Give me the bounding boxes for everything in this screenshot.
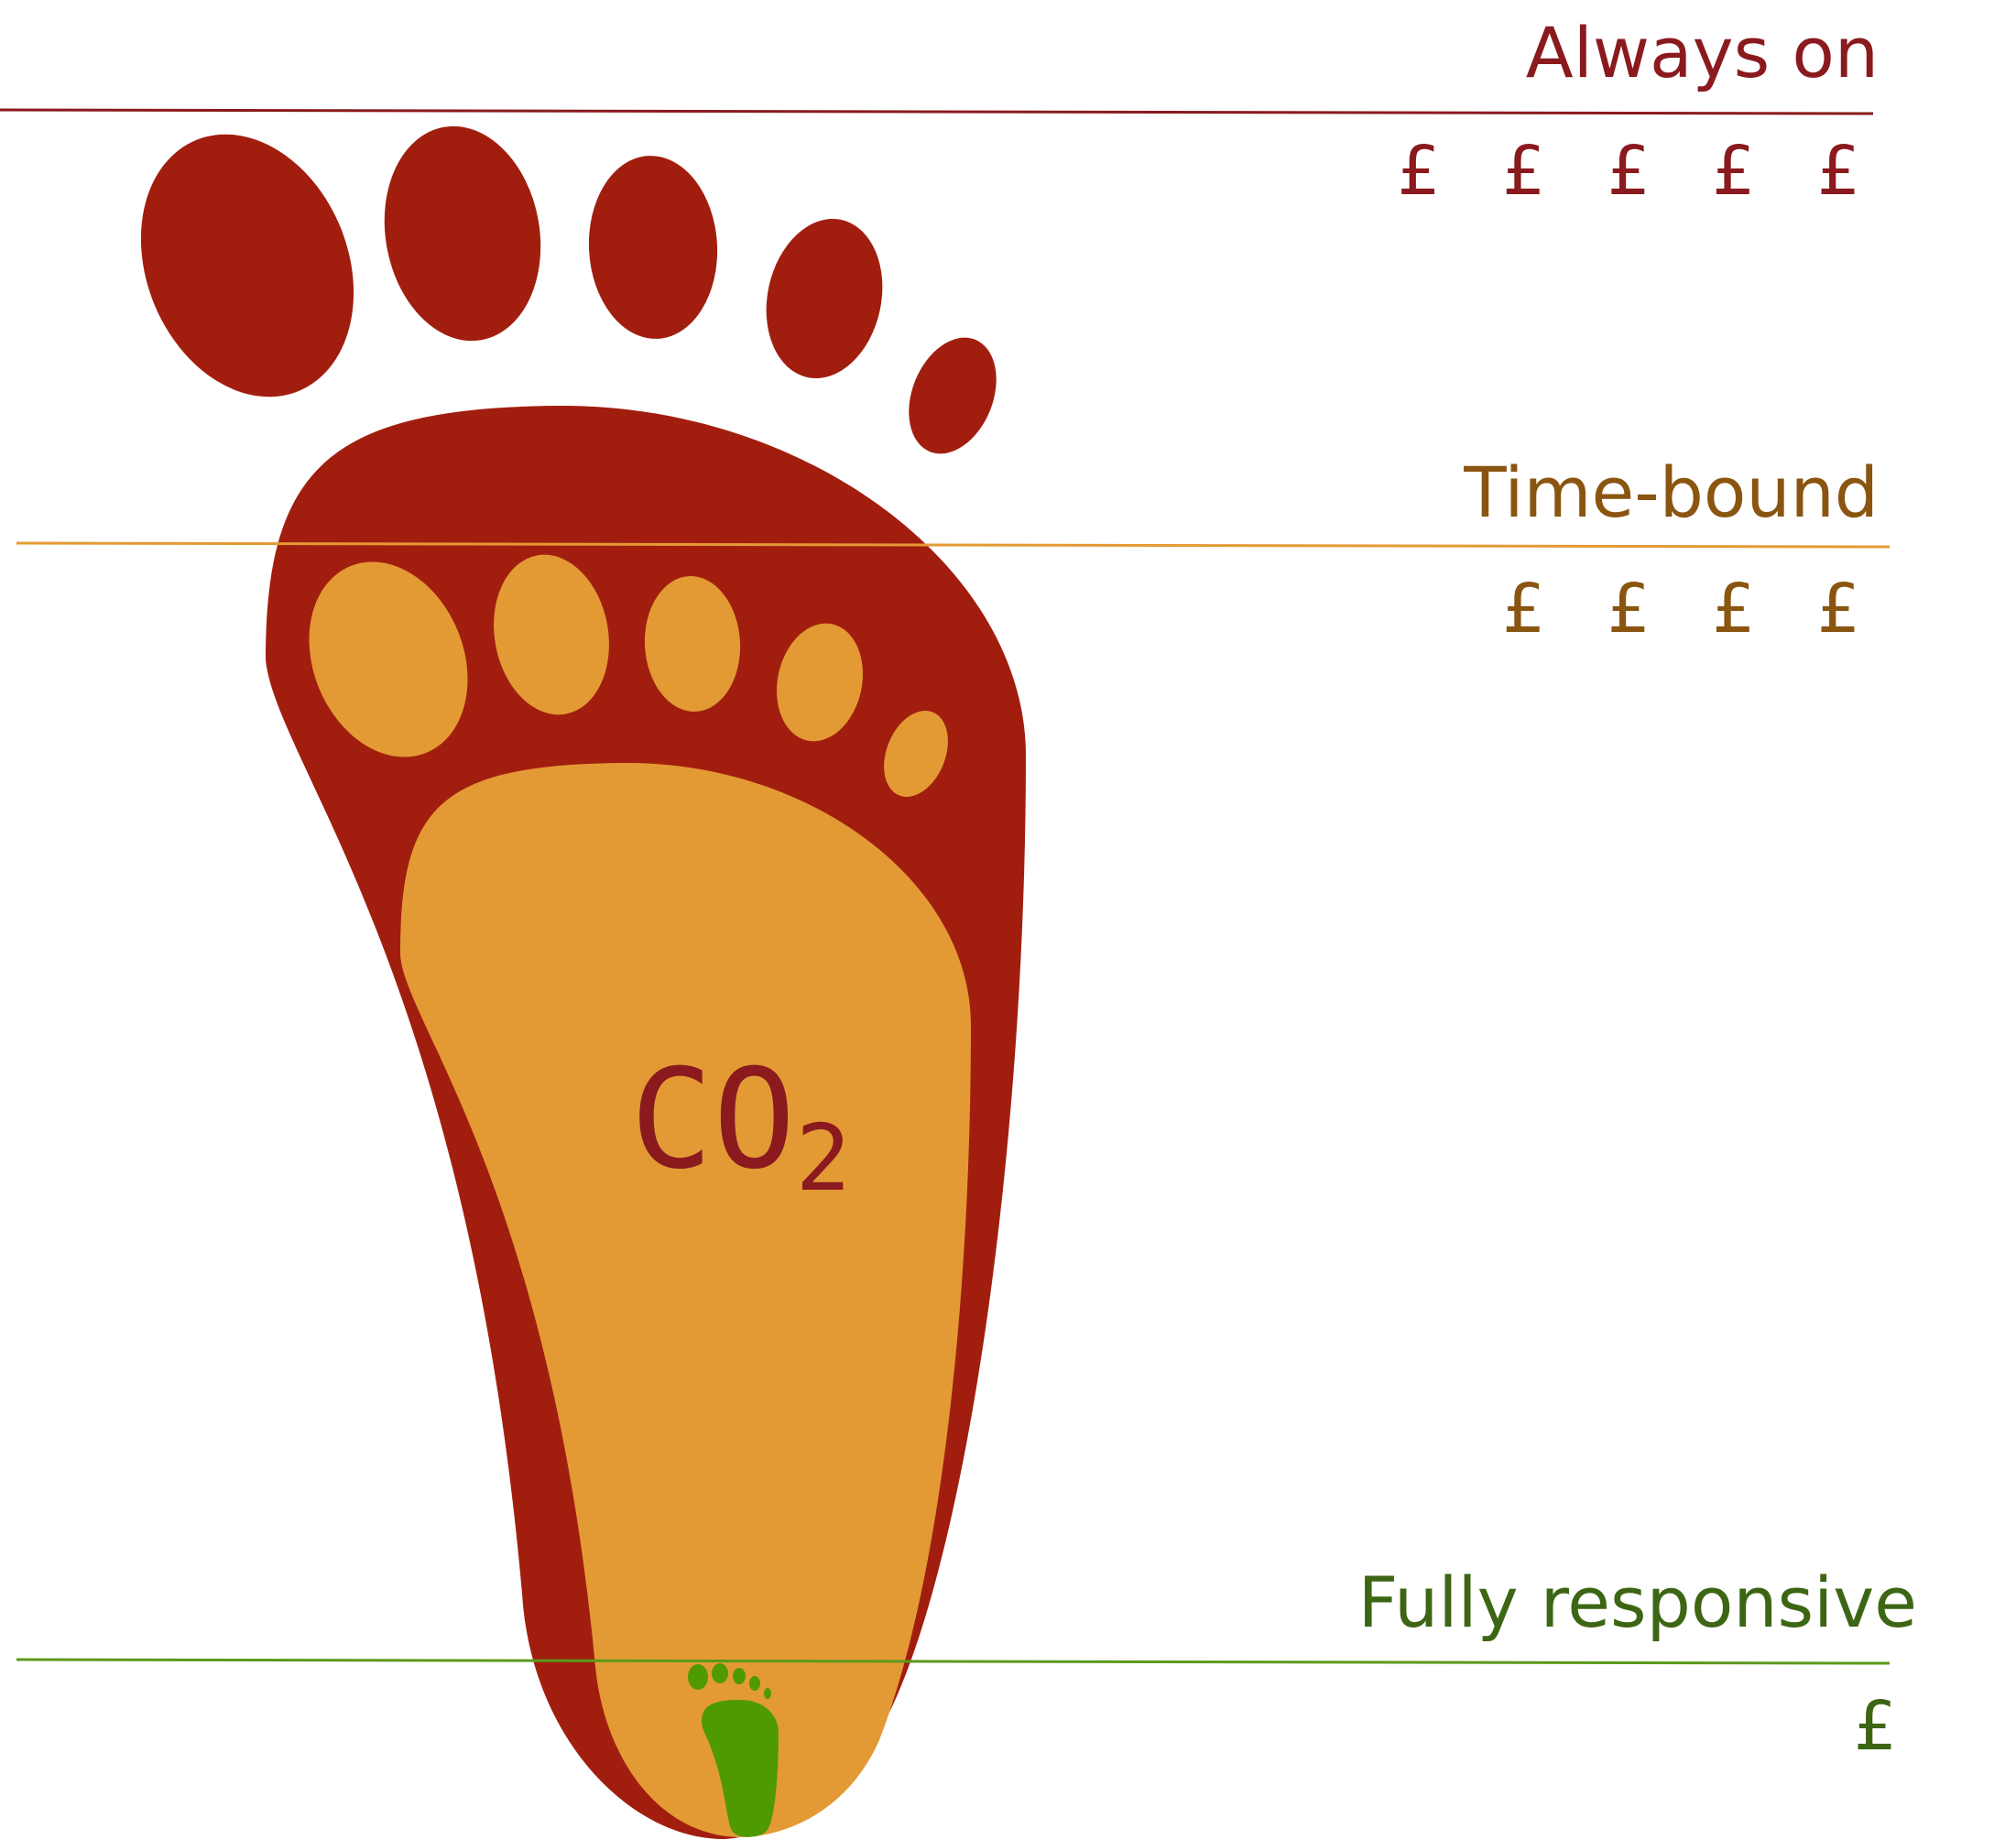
fully-responsive-line (16, 1658, 1891, 1665)
small-toe-1 (688, 1664, 708, 1690)
medium-toe-4 (777, 623, 863, 742)
medium-toe-1 (309, 561, 468, 757)
large-toe-2 (384, 125, 541, 342)
small-footprint (688, 1663, 779, 1837)
co2-main: CO (630, 1040, 796, 1200)
time-bound-cost: £ £ £ £ (1502, 570, 1880, 648)
small-toe-2 (712, 1663, 728, 1683)
time-bound-line (16, 541, 1891, 549)
large-toe-1 (140, 134, 354, 397)
large-toe-4 (766, 218, 883, 379)
always-on-cost: £ £ £ £ £ (1397, 132, 1880, 211)
medium-toe-2 (494, 554, 609, 715)
co2-subscript: 2 (795, 1105, 851, 1212)
always-on-label: Always on (1525, 12, 1879, 93)
time-bound-label: Time-bound (1464, 452, 1879, 533)
fully-responsive-cost: £ (1853, 1687, 1897, 1766)
medium-toe-5 (884, 711, 948, 797)
medium-toe-3 (644, 576, 741, 712)
small-sole (702, 1700, 779, 1837)
medium-footprint (309, 554, 971, 1837)
small-toe-3 (733, 1668, 746, 1684)
fully-responsive-label: Fully responsive (1357, 1562, 1917, 1643)
small-toe-5 (764, 1688, 771, 1699)
small-toe-4 (749, 1676, 760, 1691)
always-on-line (0, 108, 1874, 115)
medium-sole (400, 762, 971, 1837)
co2-label: CO2 (630, 1051, 851, 1204)
large-toe-3 (588, 156, 718, 339)
large-toe-5 (909, 337, 997, 454)
